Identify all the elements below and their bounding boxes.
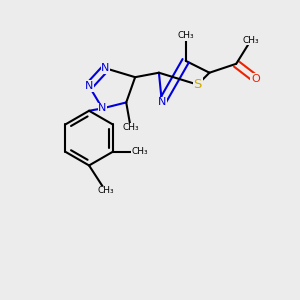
Text: CH₃: CH₃	[243, 35, 260, 44]
Text: CH₃: CH₃	[131, 147, 148, 156]
Text: CH₃: CH₃	[122, 123, 139, 132]
Text: N: N	[158, 98, 166, 107]
Text: CH₃: CH₃	[177, 31, 194, 40]
Text: N: N	[101, 63, 110, 73]
Text: N: N	[85, 81, 93, 91]
Text: CH₃: CH₃	[97, 186, 114, 195]
Text: N: N	[98, 103, 106, 113]
Text: O: O	[251, 74, 260, 84]
Text: S: S	[194, 78, 202, 91]
